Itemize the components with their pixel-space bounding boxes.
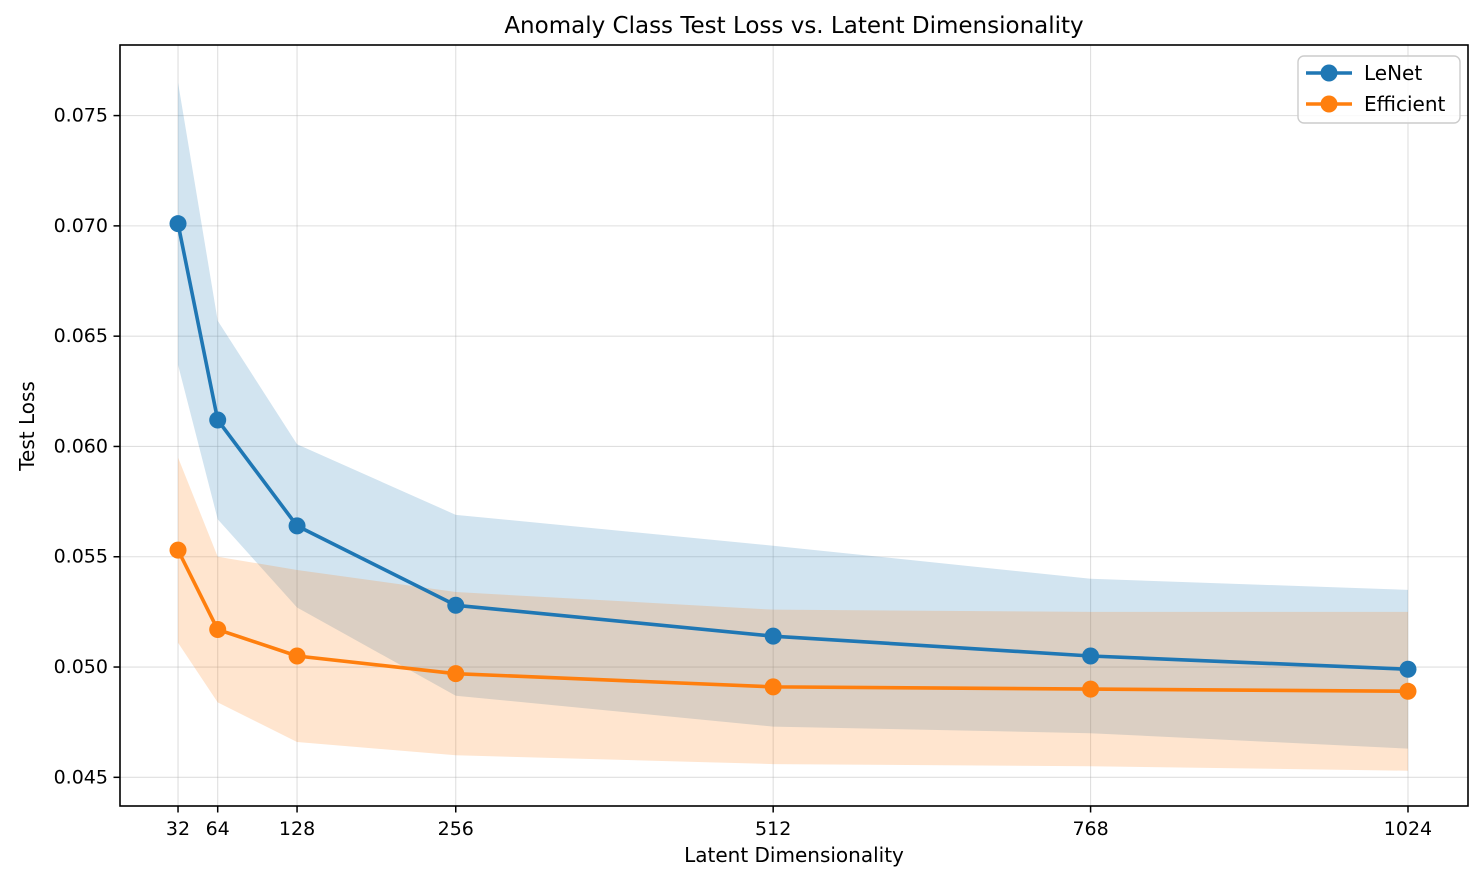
confidence-bands xyxy=(178,82,1408,771)
legend-sample-marker xyxy=(1320,95,1338,113)
y-tick-label: 0.070 xyxy=(54,215,108,237)
legend-sample-marker xyxy=(1320,64,1338,82)
marker-lenet xyxy=(169,215,187,233)
y-axis-label: Test Loss xyxy=(15,381,39,472)
y-tick-label: 0.075 xyxy=(54,105,108,127)
band-lenet xyxy=(178,82,1408,749)
marker-efficient xyxy=(288,647,306,665)
marker-lenet xyxy=(764,627,782,645)
legend-label: LeNet xyxy=(1364,61,1422,85)
marker-efficient xyxy=(1399,682,1417,700)
x-axis-label: Latent Dimensionality xyxy=(684,843,904,867)
axis-tick-labels: 32 64 128 256 512 768 1024 0.045 0.050 0.055 0.060… xyxy=(54,105,1433,840)
x-tick-label: 128 xyxy=(279,818,315,840)
legend-item-efficient: Efficient xyxy=(1306,92,1446,116)
y-tick-label: 0.065 xyxy=(54,325,108,347)
marker-efficient xyxy=(1082,680,1100,698)
chart-title: Anomaly Class Test Loss vs. Latent Dimen… xyxy=(504,13,1083,39)
marker-efficient xyxy=(169,541,187,559)
marker-efficient xyxy=(209,621,227,639)
y-tick-label: 0.060 xyxy=(54,435,108,457)
marker-lenet xyxy=(1082,647,1100,665)
x-tick-label: 256 xyxy=(438,818,474,840)
x-tick-label: 64 xyxy=(206,818,230,840)
series-markers xyxy=(169,215,1417,700)
legend-label: Efficient xyxy=(1364,92,1446,116)
marker-lenet xyxy=(447,596,465,614)
x-tick-label: 1024 xyxy=(1384,818,1432,840)
y-tick-label: 0.050 xyxy=(54,656,108,678)
plot-border xyxy=(119,44,1469,807)
legend: LeNet Efficient xyxy=(1297,55,1461,124)
gridlines xyxy=(120,45,1468,806)
marker-efficient xyxy=(447,665,465,683)
marker-lenet xyxy=(209,411,227,429)
marker-lenet xyxy=(288,517,306,535)
y-tick-label: 0.055 xyxy=(54,546,108,568)
x-tick-label: 768 xyxy=(1072,818,1108,840)
y-tick-label: 0.045 xyxy=(54,766,108,788)
axis-ticks xyxy=(113,114,1409,813)
band-efficient xyxy=(178,457,1408,771)
x-tick-label: 32 xyxy=(166,818,190,840)
x-tick-label: 512 xyxy=(755,818,791,840)
marker-lenet xyxy=(1399,660,1417,678)
legend-item-lenet: LeNet xyxy=(1306,61,1422,85)
marker-efficient xyxy=(764,678,782,696)
